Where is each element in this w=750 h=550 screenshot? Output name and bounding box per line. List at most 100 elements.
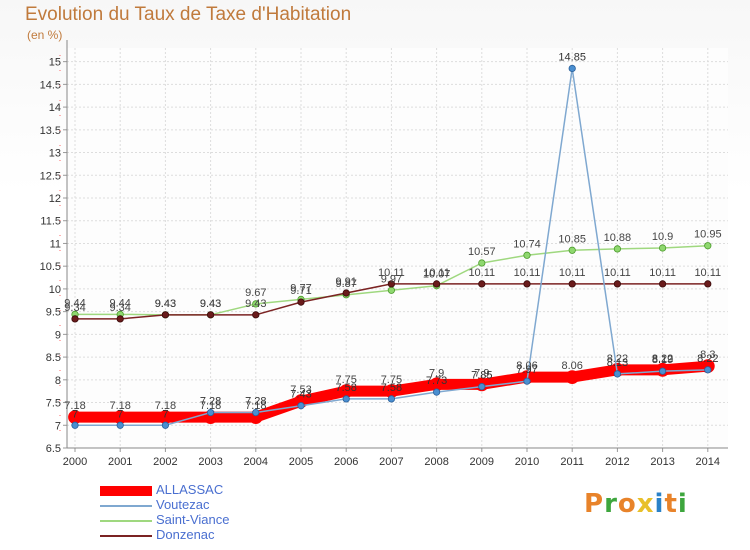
- y-tick-label: 9: [55, 329, 61, 341]
- brand-letter: x: [636, 489, 655, 519]
- data-point: [116, 315, 124, 323]
- x-tick-label: 2002: [153, 456, 177, 468]
- legend-label: Saint-Viance: [156, 512, 230, 527]
- x-tick-label: 2001: [108, 456, 132, 468]
- data-point: [387, 286, 395, 294]
- y-tick-label: 11: [50, 238, 61, 250]
- data-label: 7.18: [64, 400, 85, 412]
- data-point: [432, 280, 441, 288]
- data-point: [161, 311, 169, 319]
- data-point: [704, 366, 712, 374]
- data-label: 7.53: [290, 384, 311, 396]
- data-label: 7.75: [381, 374, 402, 386]
- data-label: 9.91: [335, 276, 356, 288]
- legend-item-saint-viance[interactable]: Saint-Viance: [100, 512, 360, 528]
- data-label: 10.85: [558, 233, 586, 245]
- data-label: 10.11: [423, 267, 450, 279]
- data-point: [568, 64, 576, 73]
- data-label: 7.18: [109, 400, 130, 412]
- data-point: [658, 244, 667, 252]
- legend-item-allassac[interactable]: ALLASSAC: [100, 482, 360, 498]
- data-point: [71, 315, 79, 323]
- brand-letter: r: [604, 489, 618, 519]
- data-label: 9.43: [155, 298, 176, 310]
- y-tick-label: 9.5: [46, 307, 61, 319]
- data-label: 7.85: [471, 370, 492, 382]
- data-point: [116, 421, 124, 429]
- data-label: 9.97: [381, 273, 402, 285]
- data-point: [252, 300, 260, 308]
- data-point: [207, 408, 215, 417]
- legend-swatch-donzenac: [100, 535, 152, 537]
- data-point: [704, 280, 712, 288]
- data-label: 8.3: [700, 349, 715, 361]
- data-label: 9.44: [64, 297, 85, 309]
- data-label: 9.71: [290, 285, 311, 297]
- data-label: 10.11: [649, 267, 676, 279]
- data-label: 7.28: [200, 396, 221, 408]
- data-label: 9.43: [245, 298, 266, 310]
- data-label: 7.18: [245, 400, 266, 412]
- brand-letter: P: [584, 489, 605, 519]
- y-tick-label: 8: [55, 375, 61, 387]
- data-label: 10.88: [604, 232, 632, 244]
- data-point: [613, 280, 622, 288]
- data-label: 8.22: [697, 353, 718, 365]
- y-tick-label: 11.5: [40, 216, 61, 228]
- x-tick-label: 2004: [244, 456, 268, 468]
- data-label: 7.58: [381, 382, 402, 394]
- data-label: 10.57: [468, 246, 496, 258]
- x-tick-label: 2005: [289, 456, 313, 468]
- data-point: [613, 370, 622, 378]
- data-point: [523, 280, 531, 288]
- data-label: 10.9: [652, 231, 673, 243]
- y-tick-label: 7: [55, 420, 61, 432]
- y-tick-label: 14: [49, 102, 61, 114]
- chart-title: Evolution du Taux de Taxe d'Habitation: [25, 4, 352, 25]
- data-label: 10.11: [604, 267, 631, 279]
- data-label: 7: [162, 408, 168, 420]
- data-point: [297, 402, 305, 410]
- brand-letter: o: [617, 489, 637, 519]
- data-point: [342, 395, 350, 403]
- brand-logo: Proxiti: [584, 489, 688, 519]
- y-tick-label: 6.5: [46, 443, 61, 455]
- y-tick-label: 10: [49, 284, 61, 296]
- data-label: 7.43: [290, 389, 311, 401]
- data-label: 7.18: [200, 400, 221, 412]
- data-label: 7.18: [155, 400, 176, 412]
- data-point: [658, 367, 667, 375]
- y-tick-label: 15: [49, 57, 61, 69]
- y-tick-label: 14.5: [40, 79, 61, 91]
- data-point: [523, 251, 531, 259]
- legend-item-donzenac[interactable]: Donzenac: [100, 527, 360, 543]
- legend-item-voutezac[interactable]: Voutezac: [100, 497, 360, 513]
- data-point: [568, 246, 576, 254]
- x-tick-label: 2009: [470, 456, 494, 468]
- x-tick-label: 2013: [650, 456, 674, 468]
- data-label: 10.95: [694, 229, 722, 241]
- data-label: 9.44: [109, 297, 130, 309]
- x-tick-label: 2006: [334, 456, 358, 468]
- data-label: 10.07: [423, 269, 451, 281]
- data-label: 7: [72, 408, 78, 420]
- y-tick-label: 8.5: [46, 352, 61, 364]
- y-tick-label: 10.5: [40, 261, 61, 273]
- chart-unit: (en %): [27, 28, 63, 42]
- data-label: 7.9: [429, 367, 444, 379]
- legend-swatch-voutezac: [100, 505, 152, 507]
- data-label: 10.11: [559, 267, 586, 279]
- data-point: [387, 395, 395, 403]
- legend-label: Donzenac: [156, 527, 215, 542]
- data-label: 10.11: [468, 267, 495, 279]
- data-label: 10.11: [514, 267, 541, 279]
- data-point: [523, 377, 531, 385]
- brand-letter: t: [664, 489, 678, 519]
- data-label: 7.28: [245, 396, 266, 408]
- data-point: [342, 289, 350, 297]
- x-tick-label: 2003: [198, 456, 222, 468]
- y-tick-label: 12.5: [40, 170, 61, 182]
- data-label: 8.13: [607, 357, 628, 369]
- data-label: 9.43: [200, 298, 221, 310]
- data-point: [565, 370, 580, 384]
